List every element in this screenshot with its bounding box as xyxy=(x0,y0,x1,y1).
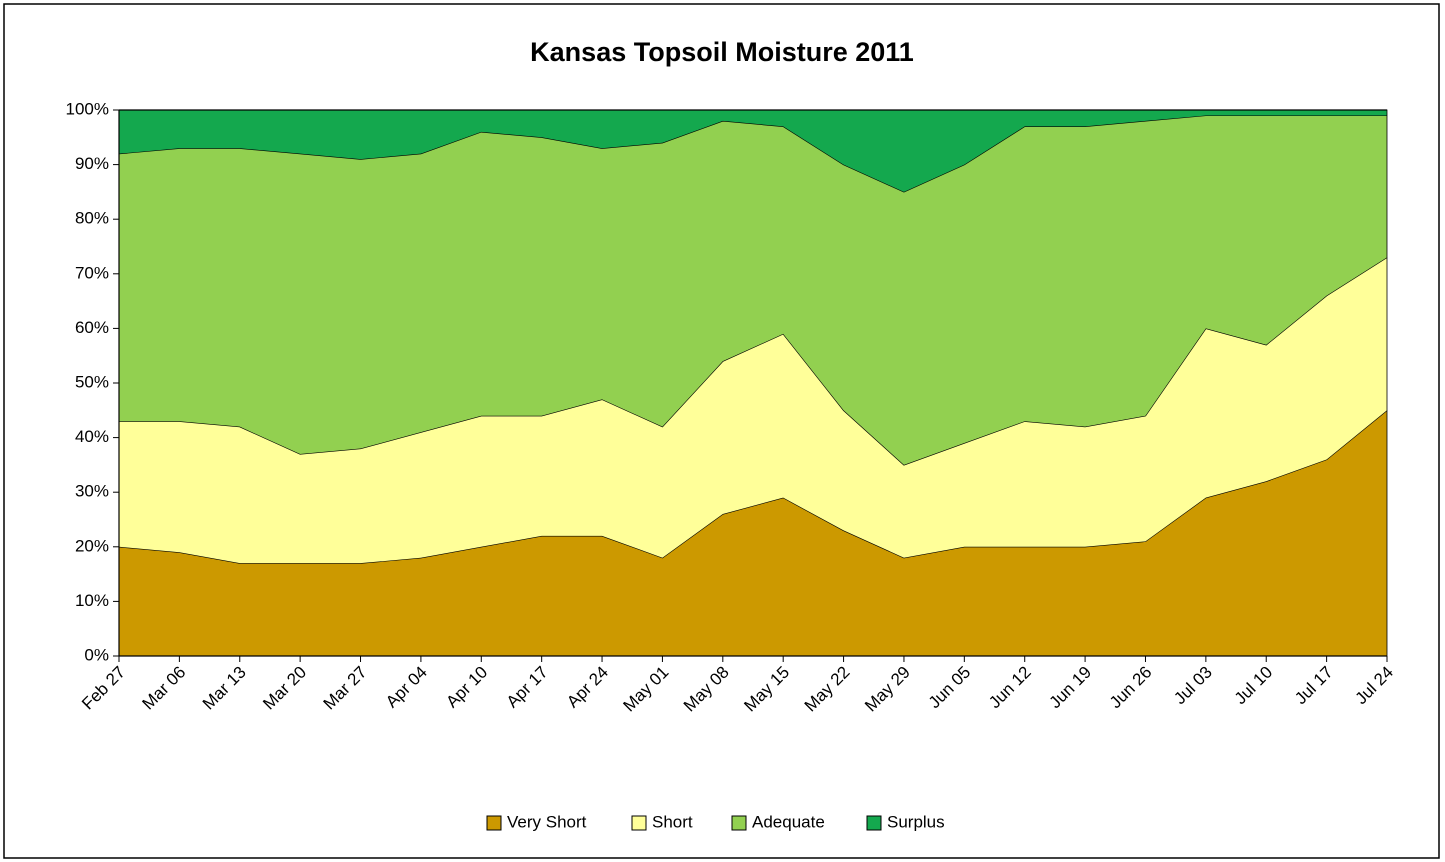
legend-label: Very Short xyxy=(507,812,587,831)
area-fill xyxy=(119,410,1387,656)
y-tick-label: 80% xyxy=(75,209,109,228)
legend-swatch xyxy=(866,815,882,831)
legend-swatch xyxy=(631,815,647,831)
y-tick-label: 20% xyxy=(75,536,109,555)
y-tick-label: 70% xyxy=(75,263,109,282)
legend-label: Short xyxy=(652,812,693,831)
y-tick-label: 10% xyxy=(75,591,109,610)
chart-title: Kansas Topsoil Moisture 2011 xyxy=(530,37,914,67)
y-tick-label: 50% xyxy=(75,372,109,391)
area-fill xyxy=(119,257,1387,564)
area-fill xyxy=(119,115,1387,465)
y-tick-label: 100% xyxy=(66,99,109,118)
y-tick-label: 0% xyxy=(84,645,109,664)
legend-label: Adequate xyxy=(752,812,825,831)
y-tick-label: 60% xyxy=(75,318,109,337)
y-tick-label: 90% xyxy=(75,154,109,173)
legend-swatch xyxy=(731,815,747,831)
legend-swatch xyxy=(486,815,502,831)
legend-label: Surplus xyxy=(887,812,945,831)
y-tick-label: 40% xyxy=(75,427,109,446)
area-fill xyxy=(119,110,1387,192)
y-tick-label: 30% xyxy=(75,482,109,501)
